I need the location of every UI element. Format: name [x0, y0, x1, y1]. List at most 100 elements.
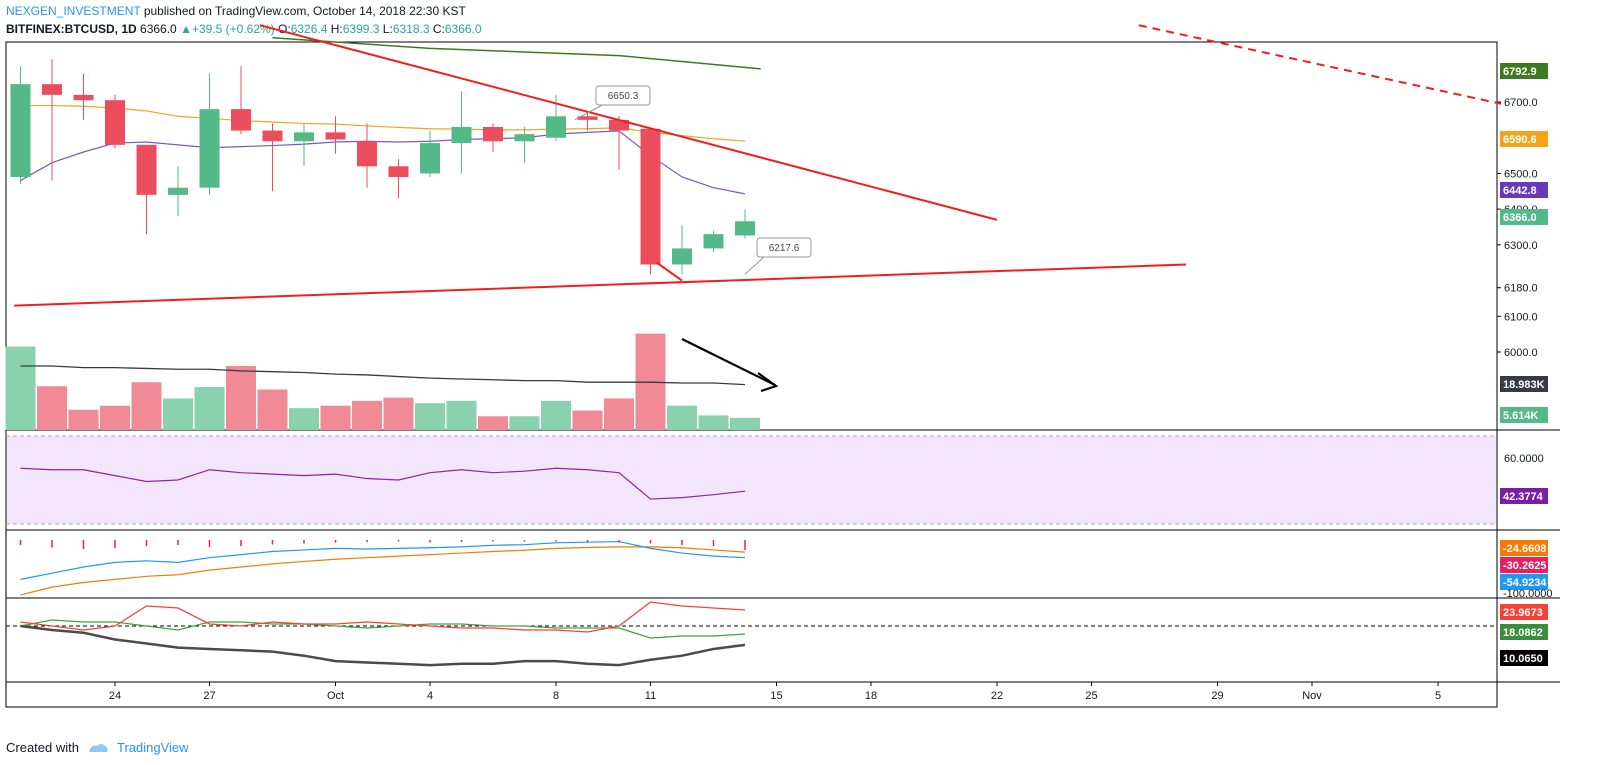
- price-tag-label: 6590.6: [1503, 134, 1537, 146]
- candle-body: [73, 94, 94, 101]
- macd-tick-label: -100.0000: [1503, 588, 1553, 600]
- ma-orange-line: [20, 104, 746, 142]
- price-tag-label: 23.9673: [1503, 607, 1543, 619]
- volume-bar: [5, 346, 36, 430]
- rsi-tick-label: 60.0000: [1504, 453, 1544, 465]
- close-label: C:: [432, 22, 445, 36]
- arrow-head-icon: [757, 372, 779, 393]
- volume-bar: [194, 387, 225, 430]
- candle-body: [546, 116, 566, 138]
- footer: Created with TradingView: [6, 740, 189, 755]
- callout-box: [595, 85, 651, 106]
- price-tag: [1500, 650, 1548, 666]
- candle-body: [609, 119, 629, 131]
- tradingview-brand[interactable]: TradingView: [116, 740, 189, 755]
- time-tick-label: 27: [203, 690, 215, 702]
- publish-line: NEXGEN_INVESTMENT published on TradingVi…: [6, 4, 466, 18]
- adx-line: [20, 624, 746, 667]
- volume-bar: [541, 400, 571, 430]
- volume-bar: [478, 416, 508, 430]
- callout-box: [756, 237, 812, 258]
- time-tick-label: 4: [427, 690, 433, 702]
- close-value: 6366.0: [444, 22, 482, 36]
- callout-pointer: [744, 255, 766, 275]
- price-tag: [1500, 131, 1548, 147]
- time-tick-label: 29: [1211, 690, 1223, 702]
- time-tick-label: 5: [1435, 690, 1441, 702]
- candle-body: [703, 234, 724, 249]
- time-tick-label: Nov: [1302, 690, 1322, 702]
- price-tag-label: -30.2625: [1503, 560, 1546, 572]
- volume-bar: [446, 400, 477, 430]
- price-tag: [1500, 557, 1548, 573]
- price-change: +39.5 (+0.62%): [191, 22, 275, 36]
- candle-body: [735, 221, 755, 236]
- volume-ma-line: [20, 365, 746, 386]
- candle-body: [420, 143, 440, 174]
- candle-body: [388, 166, 409, 177]
- volume-bar: [415, 403, 445, 430]
- time-tick-label: 24: [109, 690, 121, 702]
- candle-body: [451, 127, 472, 144]
- published-text: published on TradingView.com, October 14…: [143, 4, 466, 18]
- volume-bar: [698, 415, 729, 430]
- time-tick-label: Oct: [327, 690, 344, 702]
- candle-body: [325, 132, 346, 140]
- volume-bar: [383, 397, 414, 430]
- time-tick-label: 11: [645, 690, 656, 702]
- price-tag: [1500, 407, 1548, 423]
- volume-bar: [100, 405, 130, 430]
- swing-line: [656, 261, 683, 282]
- price-tag-label: 6792.9: [1503, 66, 1537, 78]
- volume-bar: [289, 408, 319, 430]
- volume-bar: [257, 389, 288, 430]
- time-tick-label: 25: [1085, 690, 1097, 702]
- candle-body: [231, 109, 251, 131]
- volume-bar: [352, 400, 382, 430]
- volume-down-arrow: [681, 338, 776, 386]
- price-tag: [1500, 182, 1548, 198]
- candle-body: [10, 84, 31, 177]
- candle-body: [514, 134, 535, 142]
- price-tag: [1500, 63, 1548, 79]
- candle-body: [262, 130, 283, 142]
- price-tag: [1500, 604, 1548, 620]
- volume-bar: [131, 382, 162, 430]
- volume-bar: [163, 398, 193, 430]
- trendline: [259, 24, 998, 221]
- price-tick-label: 6700.0: [1504, 97, 1538, 109]
- volume-bar: [509, 416, 540, 430]
- price-tick-label: 6100.0: [1504, 311, 1538, 323]
- price-tag-label: 6366.0: [1503, 212, 1537, 224]
- price-tag-label: -24.6608: [1503, 543, 1546, 555]
- low-label: L:: [382, 22, 393, 36]
- price-tag-label: -54.9234: [1503, 577, 1547, 589]
- candle-body: [136, 144, 157, 195]
- high-label: H:: [330, 22, 343, 36]
- candle-body: [42, 84, 62, 95]
- price-tag: [1500, 488, 1548, 504]
- tradingview-logo-icon[interactable]: [87, 742, 109, 754]
- price-tag-label: 42.3774: [1503, 491, 1544, 503]
- volume-bar: [68, 409, 99, 430]
- volume-bar: [667, 405, 697, 430]
- callout-label: 6217.6: [769, 243, 800, 254]
- price-tick-label: 6500.0: [1504, 168, 1538, 180]
- price-tag: [1500, 540, 1548, 556]
- change-up-icon: ▲: [180, 22, 192, 36]
- rsi-band: [7, 436, 1496, 524]
- price-tag-label: 10.0650: [1503, 653, 1543, 665]
- volume-bar: [37, 386, 67, 430]
- plus-di-line: [20, 619, 746, 639]
- volume-bar: [604, 398, 634, 430]
- volume-bar: [730, 417, 760, 430]
- ma-green-line: [272, 36, 761, 70]
- price-tick-label: 6000.0: [1504, 347, 1538, 359]
- ma-purple-line: [20, 130, 746, 195]
- volume-bar: [320, 405, 351, 430]
- price-tag-label: 18.983K: [1503, 379, 1545, 391]
- author-link[interactable]: NEXGEN_INVESTMENT: [6, 4, 141, 18]
- callout-pointer: [574, 103, 605, 121]
- open-value: 6326.4: [290, 22, 328, 36]
